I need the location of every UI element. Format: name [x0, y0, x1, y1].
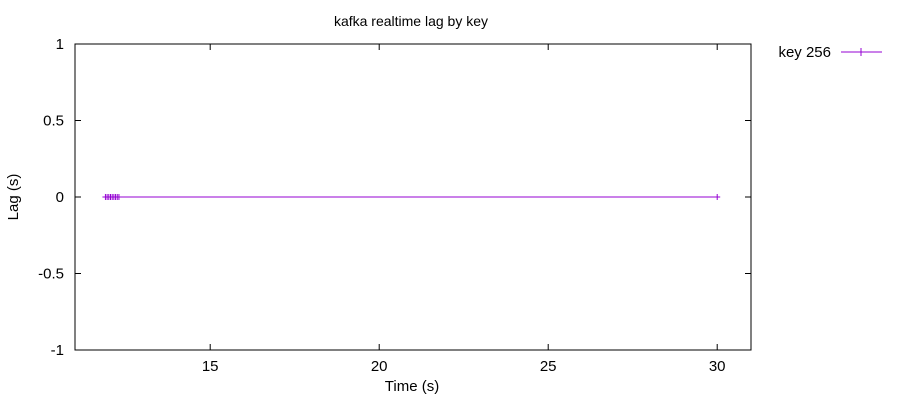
data-point — [115, 194, 122, 200]
x-tick-label: 30 — [709, 358, 726, 375]
y-axis-ticks: 1 0.5 0 -0.5 -1 — [38, 36, 751, 359]
legend: key 256 — [778, 44, 882, 61]
legend-swatch-marker — [858, 48, 864, 56]
chart-title: kafka realtime lag by key — [334, 13, 488, 29]
series-layer — [102, 194, 721, 200]
x-tick-label: 15 — [202, 358, 219, 375]
y-tick-label: -1 — [51, 342, 64, 359]
y-axis-label: Lag (s) — [5, 174, 22, 221]
x-tick-label: 25 — [540, 358, 557, 375]
data-point — [714, 194, 721, 200]
x-tick-label: 20 — [371, 358, 388, 375]
legend-label-key-256: key 256 — [778, 44, 831, 61]
y-tick-label: 0.5 — [43, 113, 64, 130]
x-axis-label: Time (s) — [385, 378, 439, 395]
y-tick-label: 1 — [56, 36, 64, 53]
y-tick-label: 0 — [56, 189, 64, 206]
y-tick-label: -0.5 — [38, 266, 64, 283]
x-axis-ticks: 15 20 25 30 — [202, 44, 726, 375]
